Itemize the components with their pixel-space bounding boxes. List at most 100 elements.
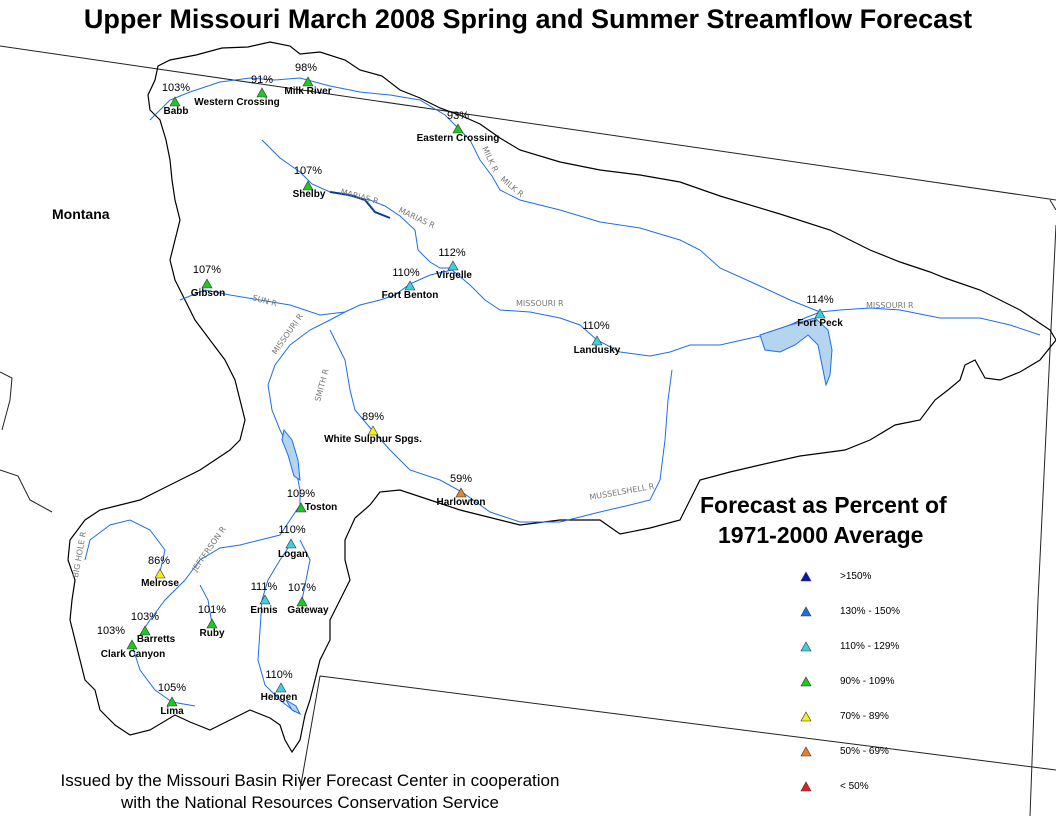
state-boundaries	[0, 45, 1056, 816]
legend-triangle-icon	[800, 711, 812, 722]
station-percent: 89%	[362, 411, 384, 423]
legend-item-label: 50% - 69%	[840, 746, 889, 757]
station-name: Lima	[160, 706, 184, 717]
footer: Issued by the Missouri Basin River Forec…	[0, 770, 620, 814]
station-percent: 107%	[288, 582, 316, 594]
station-percent: 110%	[265, 669, 293, 681]
legend-item-label: 110% - 129%	[840, 641, 900, 652]
station-name: Milk River	[284, 86, 331, 97]
station-percent: 105%	[158, 682, 186, 694]
station-name: Fort Benton	[382, 290, 439, 301]
station-percent: 59%	[450, 473, 472, 485]
state-label: Montana	[52, 206, 110, 222]
station-name: Harlowton	[437, 497, 486, 508]
legend-triangle-icon	[800, 676, 812, 687]
station-percent: 93%	[447, 110, 469, 122]
station-marker-icon	[154, 568, 166, 579]
station-name: Virgelle	[436, 270, 472, 281]
station-marker-icon	[591, 335, 603, 346]
river-label: MARIAS R	[339, 187, 379, 206]
station-percent: 86%	[148, 555, 170, 567]
legend-item-label: < 50%	[840, 781, 869, 792]
station-percent: 110%	[582, 320, 610, 332]
river-label: MISSOURI R	[516, 299, 564, 308]
river-label: BIG HOLE R	[71, 531, 88, 579]
station-name: Fort Peck	[797, 318, 843, 329]
legend-triangle-icon	[800, 746, 812, 757]
river-label: MARIAS R	[397, 206, 437, 231]
stations-layer: 103% Babb 91% Western Crossing 98% Milk River…	[97, 62, 843, 717]
station-percent: 114%	[806, 294, 834, 306]
river-label: SUN R	[251, 293, 278, 308]
legend-item-label: 90% - 109%	[840, 676, 895, 687]
station-name: Logan	[278, 549, 308, 560]
station-percent: 107%	[193, 264, 221, 276]
station-name: Gateway	[287, 605, 329, 616]
station-name: Toston	[305, 502, 338, 513]
station-marker-icon	[126, 639, 138, 650]
station-marker-icon	[256, 87, 268, 98]
legend-item-label: 70% - 89%	[840, 711, 889, 722]
basin-boundary	[67, 41, 1056, 754]
river-label: SMITH R	[313, 368, 330, 403]
map-title: Upper Missouri March 2008 Spring and Sum…	[83, 4, 973, 34]
station-marker-icon	[452, 123, 464, 134]
station-marker-icon	[447, 260, 459, 271]
station-percent: 103%	[131, 611, 159, 623]
river-label: MILK R	[480, 145, 500, 174]
station-marker-icon	[169, 96, 181, 107]
legend-title: Forecast as Percent of 1971-2000 Average	[700, 490, 1000, 550]
legend-triangle-icon	[800, 571, 812, 582]
rivers	[84, 77, 1041, 713]
station-name: Babb	[164, 106, 189, 117]
station-marker-icon	[814, 308, 826, 319]
station-percent: 91%	[251, 74, 273, 86]
legend-triangle-icon	[800, 641, 812, 652]
station-percent: 98%	[295, 62, 317, 74]
station-percent: 107%	[294, 165, 322, 177]
station-percent: 111%	[251, 581, 278, 593]
station-marker-icon	[404, 280, 416, 291]
station-percent: 110%	[392, 267, 420, 279]
station-name: Shelby	[293, 189, 326, 200]
station-marker-icon	[139, 625, 151, 636]
station-name: Eastern Crossing	[417, 133, 500, 144]
river-label: JEFFERSON R	[190, 524, 228, 574]
river-label: MISSOURI R	[866, 301, 914, 310]
station-percent: 109%	[287, 488, 315, 500]
station-name: Clark Canyon	[101, 649, 165, 660]
station-name: Hebgen	[261, 692, 298, 703]
station-name: Ruby	[200, 628, 225, 639]
legend-triangle-icon	[800, 781, 812, 792]
station-percent: 112%	[438, 247, 466, 259]
station-marker-icon	[302, 76, 314, 87]
station-name: Melrose	[141, 578, 179, 589]
station-name: White Sulphur Spgs.	[324, 434, 422, 445]
station-percent: 101%	[198, 604, 226, 616]
legend-title-line2: 1971-2000 Average	[718, 522, 924, 548]
station-percent: 103%	[162, 82, 190, 94]
lakes	[281, 317, 833, 716]
station-name: Western Crossing	[194, 97, 279, 108]
station-name: Ennis	[250, 605, 278, 616]
station-marker-icon	[166, 696, 178, 707]
station-marker-icon	[275, 682, 287, 693]
station-marker-icon	[285, 538, 297, 549]
river-label: MISSOURI R	[270, 312, 305, 357]
station-name: Landusky	[574, 345, 621, 356]
station-marker-icon	[201, 278, 213, 289]
footer-line2: with the National Resources Conservation…	[121, 793, 499, 812]
station-marker-icon	[259, 594, 271, 605]
station-name: Gibson	[191, 288, 225, 299]
legend-triangle-icon	[800, 606, 812, 617]
station-marker-icon	[302, 180, 314, 191]
station-marker-icon	[296, 596, 308, 607]
station-percent: 103%	[97, 625, 125, 637]
legend-item-label: 130% - 150%	[840, 606, 901, 617]
legend-item-label: >150%	[840, 571, 872, 582]
legend-title-line1: Forecast as Percent of	[700, 492, 947, 518]
station-name: Barretts	[137, 634, 176, 645]
footer-line1: Issued by the Missouri Basin River Forec…	[60, 771, 560, 790]
station-marker-icon	[206, 618, 218, 629]
station-percent: 110%	[278, 524, 306, 536]
